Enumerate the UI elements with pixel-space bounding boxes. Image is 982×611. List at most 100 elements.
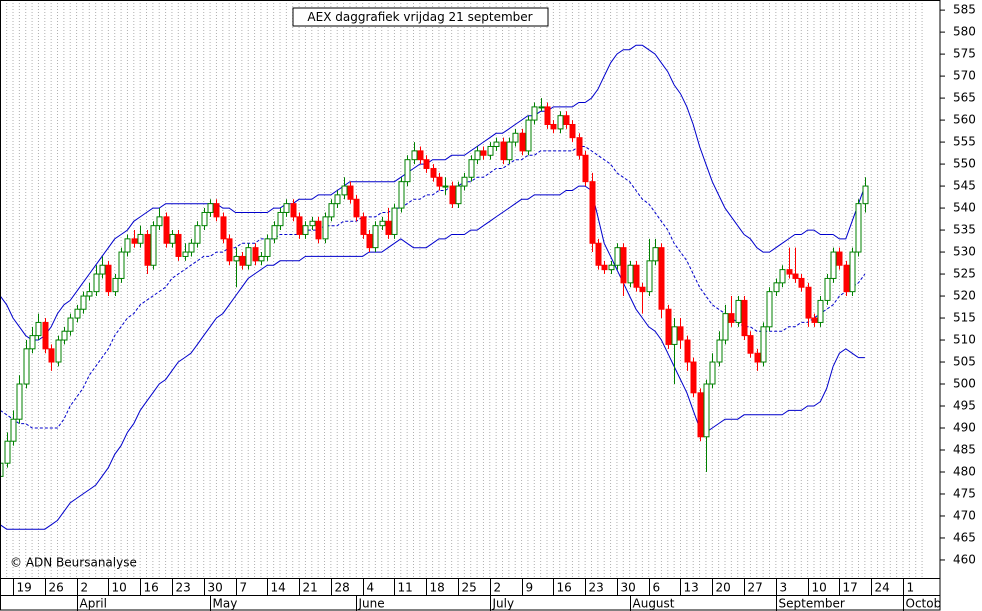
y-tick-label: 495 bbox=[953, 399, 976, 413]
candle-body bbox=[652, 247, 659, 262]
candle-body bbox=[601, 264, 608, 271]
candle-body bbox=[468, 159, 475, 178]
x-tick-label: 28 bbox=[335, 581, 350, 595]
candle-body bbox=[786, 269, 793, 275]
x-tick-label: 23 bbox=[589, 581, 604, 595]
candle-body bbox=[245, 247, 252, 266]
x-tick-label: 2 bbox=[81, 581, 89, 595]
month-label: August bbox=[633, 597, 675, 611]
candle-body bbox=[417, 150, 424, 161]
candle-body bbox=[150, 225, 157, 266]
candle-body bbox=[430, 167, 437, 178]
candle-body bbox=[55, 339, 62, 363]
candle-body bbox=[855, 203, 862, 253]
candle-body bbox=[385, 220, 392, 235]
candle-body bbox=[156, 216, 163, 227]
lower-band bbox=[0, 185, 865, 530]
candle-body bbox=[188, 242, 195, 253]
y-tick-label: 500 bbox=[953, 377, 976, 391]
candle-body bbox=[582, 154, 589, 183]
x-tick-label: 11 bbox=[398, 581, 413, 595]
candle-body bbox=[633, 264, 640, 288]
candle-body bbox=[290, 203, 297, 218]
month-label: October bbox=[906, 597, 954, 611]
candle-body bbox=[798, 277, 805, 288]
candle-body bbox=[677, 326, 684, 341]
candle-body bbox=[442, 185, 449, 188]
candle-body bbox=[690, 361, 697, 394]
x-tick-label: 19 bbox=[17, 581, 32, 595]
candle-body bbox=[277, 211, 284, 227]
candle-body bbox=[639, 286, 646, 293]
candle-body bbox=[550, 123, 557, 130]
candle-body bbox=[697, 392, 704, 438]
candle-body bbox=[824, 277, 831, 301]
y-tick-label: 515 bbox=[953, 311, 976, 325]
x-tick-label: 25 bbox=[462, 581, 477, 595]
candle-body bbox=[658, 247, 665, 310]
candle-body bbox=[608, 264, 615, 271]
candle-body bbox=[144, 233, 151, 266]
candle-body bbox=[233, 255, 240, 262]
candle-body bbox=[849, 251, 856, 293]
candle-body bbox=[315, 220, 322, 240]
x-tick-label: 26 bbox=[49, 581, 64, 595]
x-tick-label: 1 bbox=[907, 581, 915, 595]
candle-body bbox=[283, 203, 290, 213]
candle-body bbox=[404, 159, 411, 183]
candle-body bbox=[334, 194, 341, 205]
candle-body bbox=[817, 299, 824, 323]
candle-body bbox=[271, 225, 278, 240]
candle-body bbox=[67, 317, 74, 332]
candle-body bbox=[302, 225, 309, 235]
candle-body bbox=[118, 251, 125, 279]
y-tick-label: 475 bbox=[953, 486, 976, 500]
candle-body bbox=[74, 308, 81, 319]
candle-body bbox=[741, 299, 748, 337]
candle-body bbox=[709, 361, 716, 385]
x-tick-label: 2 bbox=[494, 581, 502, 595]
candle-body bbox=[258, 255, 265, 262]
candle-body bbox=[779, 269, 786, 284]
candle-body bbox=[16, 383, 23, 420]
x-tick-label: 30 bbox=[208, 581, 223, 595]
candle-body bbox=[239, 255, 246, 266]
month-label: May bbox=[213, 597, 238, 611]
candle-body bbox=[455, 185, 462, 205]
candle-body bbox=[48, 348, 55, 363]
x-tick-label: 7 bbox=[240, 581, 248, 595]
x-tick-label: 20 bbox=[716, 581, 731, 595]
candle-body bbox=[423, 159, 430, 169]
x-tick-label: 13 bbox=[684, 581, 699, 595]
y-tick-label: 510 bbox=[953, 333, 976, 347]
candle-body bbox=[105, 264, 112, 293]
y-tick-label: 555 bbox=[953, 135, 976, 149]
candle-body bbox=[194, 225, 201, 244]
y-tick-label: 520 bbox=[953, 289, 976, 303]
candle-body bbox=[557, 115, 564, 130]
y-tick-label: 460 bbox=[953, 552, 976, 566]
candle-body bbox=[620, 247, 627, 284]
candle-body bbox=[163, 216, 170, 244]
candle-body bbox=[766, 291, 773, 328]
candle-body bbox=[411, 150, 418, 161]
y-tick-label: 550 bbox=[953, 157, 976, 171]
candle-body bbox=[461, 176, 468, 187]
candle-body bbox=[226, 238, 233, 262]
y-tick-label: 535 bbox=[953, 223, 976, 237]
copyright: © ADN Beursanalyse bbox=[10, 556, 137, 570]
candle-body bbox=[843, 264, 850, 293]
x-tick-label: 21 bbox=[303, 581, 318, 595]
candle-body bbox=[862, 185, 869, 205]
candle-body bbox=[493, 141, 500, 147]
candle-body bbox=[347, 185, 354, 200]
candle-body bbox=[589, 181, 596, 244]
y-tick-label: 480 bbox=[953, 464, 976, 478]
y-tick-label: 525 bbox=[953, 267, 976, 281]
candle-body bbox=[328, 203, 335, 218]
y-tick-label: 530 bbox=[953, 245, 976, 259]
candle-body bbox=[754, 352, 761, 363]
candle-body bbox=[398, 181, 405, 209]
x-tick-label: 16 bbox=[144, 581, 159, 595]
